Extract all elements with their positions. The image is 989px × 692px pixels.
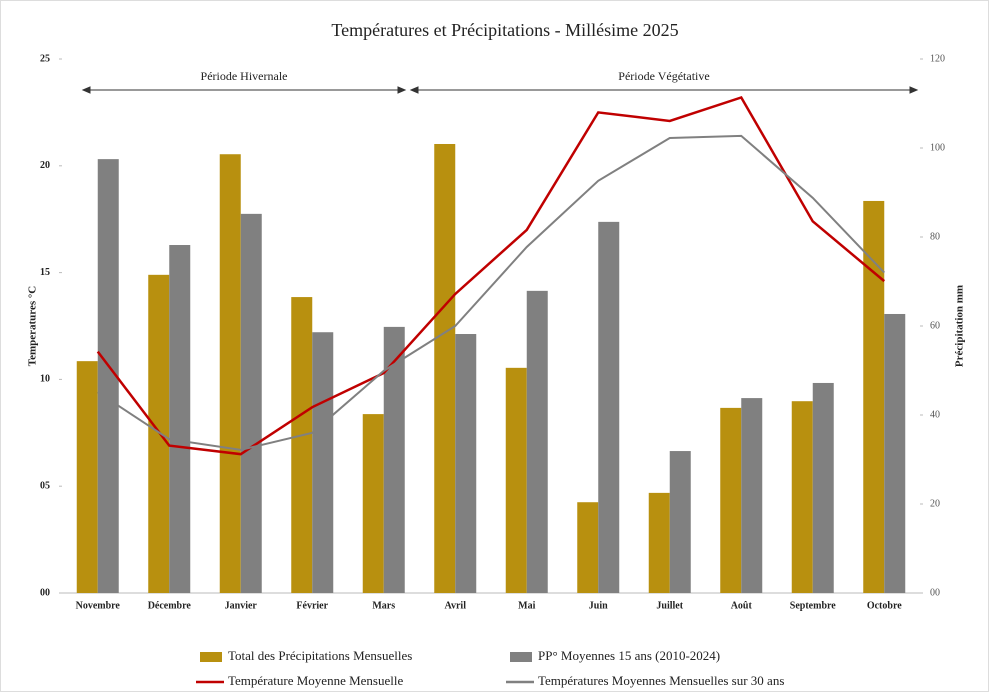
bar bbox=[720, 407, 742, 593]
period-arrows bbox=[81, 86, 919, 94]
bar bbox=[526, 290, 548, 593]
legend-label: Température Moyenne Mensuelle bbox=[228, 673, 403, 688]
arrow-head bbox=[909, 86, 919, 94]
bar bbox=[97, 159, 119, 593]
bar bbox=[148, 274, 170, 593]
y2-tick-label: 120 bbox=[930, 53, 945, 64]
bar bbox=[312, 332, 334, 593]
legend-label: Total des Précipitations Mensuelles bbox=[228, 648, 412, 663]
y2-tick-label: 60 bbox=[930, 320, 940, 331]
y2-tick-label: 100 bbox=[930, 142, 945, 153]
bar bbox=[455, 334, 477, 593]
annotation: Période Végétative bbox=[618, 69, 709, 83]
bar bbox=[505, 367, 527, 593]
bar bbox=[598, 221, 620, 593]
bar bbox=[884, 313, 906, 593]
y-tick-label: 05 bbox=[40, 480, 50, 491]
bar bbox=[169, 245, 191, 593]
x-tick-label: Septembre bbox=[790, 600, 836, 611]
annotation: Période Hivernale bbox=[201, 69, 288, 83]
y2-tick-label: 40 bbox=[930, 409, 940, 420]
x-tick-label: Janvier bbox=[225, 600, 258, 611]
y-tick-label: 20 bbox=[40, 160, 50, 171]
y2-tick-label: 00 bbox=[930, 587, 940, 598]
bar bbox=[383, 326, 405, 593]
y-tick-label: 10 bbox=[40, 374, 50, 385]
arrow-head bbox=[409, 86, 419, 94]
legend-label: Températures Moyennes Mensuelles sur 30 … bbox=[538, 673, 784, 688]
x-tick-label: Février bbox=[296, 600, 328, 611]
bar bbox=[669, 451, 691, 593]
line bbox=[97, 134, 885, 451]
bar bbox=[741, 398, 763, 593]
y-axis-label: Temperatures °C bbox=[27, 286, 39, 367]
x-tick-label: Juillet bbox=[656, 600, 683, 611]
bar bbox=[434, 143, 456, 593]
x-tick-label: Août bbox=[731, 600, 753, 611]
chart-title: Températures et Précipitations - Millési… bbox=[331, 20, 678, 40]
bar bbox=[219, 154, 241, 594]
bar bbox=[791, 401, 813, 593]
legend-label: PP° Moyennes 15 ans (2010-2024) bbox=[538, 648, 720, 663]
bar bbox=[362, 414, 384, 593]
x-tick-label: Octobre bbox=[867, 600, 902, 611]
x-tick-label: Juin bbox=[589, 600, 608, 611]
bar bbox=[76, 361, 98, 593]
legend-swatch bbox=[510, 652, 532, 662]
y2-tick-label: 80 bbox=[930, 231, 940, 242]
arrow-head bbox=[81, 86, 91, 94]
legend-swatch bbox=[200, 652, 222, 662]
bar bbox=[577, 502, 599, 593]
x-tick-label: Novembre bbox=[76, 600, 121, 611]
bar bbox=[240, 213, 262, 594]
x-tick-label: Mai bbox=[518, 600, 535, 611]
bar bbox=[812, 382, 834, 593]
x-tick-label: Décembre bbox=[148, 600, 192, 611]
y2-axis-label: Précipitation mm bbox=[954, 285, 966, 367]
line bbox=[96, 95, 886, 456]
arrow-head bbox=[397, 86, 407, 94]
bar bbox=[291, 297, 313, 593]
y2-tick-label: 20 bbox=[930, 498, 940, 509]
x-tick-label: Mars bbox=[372, 600, 395, 611]
bar bbox=[863, 200, 885, 593]
y-tick-label: 15 bbox=[40, 267, 50, 278]
bar bbox=[648, 492, 670, 593]
y-tick-label: 00 bbox=[40, 587, 50, 598]
x-tick-label: Avril bbox=[445, 600, 467, 611]
y-tick-label: 25 bbox=[40, 53, 50, 64]
